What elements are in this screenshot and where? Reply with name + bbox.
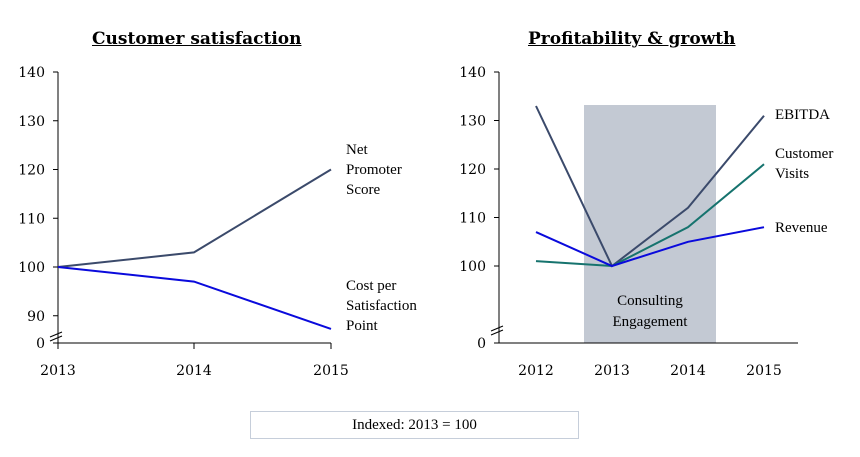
series-line-ebitda (535, 105, 765, 268)
y-tick-label: 120 (459, 162, 486, 178)
x-tick-label: 2014 (176, 363, 212, 379)
y-tick-label: 130 (459, 114, 486, 130)
left-chart-title: Customer satisfaction (92, 29, 302, 49)
y-tick-label: 110 (18, 211, 45, 227)
series-line-net-promoter-score (57, 168, 332, 268)
x-tick-label: 2012 (518, 363, 554, 379)
y-tick-label: 90 (27, 309, 45, 325)
series-label: Revenue (775, 220, 828, 236)
y-tick-label: 110 (459, 211, 486, 227)
y-tick-label: 130 (18, 114, 45, 130)
series-label: Visits (775, 166, 809, 182)
index-note: Indexed: 2013 = 100 (250, 411, 579, 439)
y-tick-label: 0 (477, 336, 486, 352)
series-line-revenue (535, 226, 765, 268)
x-tick-label: 2014 (670, 363, 706, 379)
consulting-engagement-band (584, 105, 716, 343)
series-label: Point (346, 318, 379, 334)
series-label: Customer (775, 146, 833, 162)
right-chart-title: Profitability & growth (528, 29, 736, 49)
y-tick-label: 100 (18, 260, 45, 276)
series-label: Score (346, 182, 380, 198)
series-label: EBITDA (775, 107, 830, 123)
y-tick-label: 140 (459, 65, 486, 81)
series-label: Cost per (346, 278, 396, 294)
x-tick-label: 2013 (40, 363, 76, 379)
series-label: Promoter (346, 162, 402, 178)
series-line-cost-per-satisfaction-point (57, 266, 332, 330)
band-label: Engagement (613, 314, 689, 330)
axis-break-icon (49, 331, 63, 342)
x-tick-label: 2015 (746, 363, 782, 379)
y-tick-label: 140 (18, 65, 45, 81)
y-tick-label: 100 (459, 259, 486, 275)
series-label: Satisfaction (346, 298, 417, 314)
band-label: Consulting (617, 293, 683, 309)
series-label: Net (346, 142, 368, 158)
series-line-customer-visits (535, 163, 765, 268)
x-tick-label: 2015 (313, 363, 349, 379)
y-tick-label: 0 (36, 336, 45, 352)
x-tick-label: 2013 (594, 363, 630, 379)
axis-break-icon (490, 325, 504, 336)
y-tick-label: 120 (18, 163, 45, 179)
